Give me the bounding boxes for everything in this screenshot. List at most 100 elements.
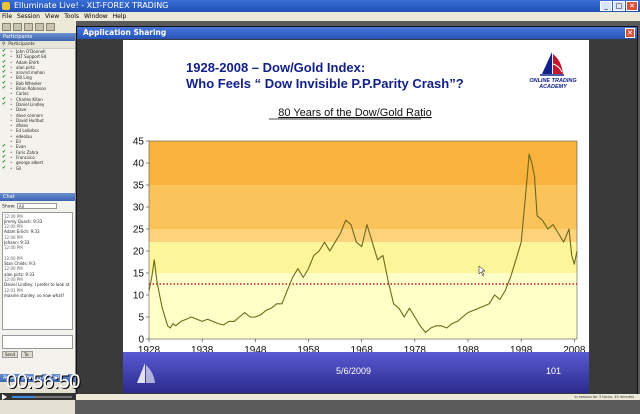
mic-column-icon: ⚲	[2, 42, 6, 47]
participant-row[interactable]: • Dave	[0, 107, 75, 112]
x-tick-label: 1978	[404, 345, 427, 352]
chat-show-select[interactable]: All	[16, 203, 57, 209]
x-tick-label: 1968	[351, 345, 374, 352]
participant-name: Eli	[16, 139, 21, 145]
participant-row[interactable]: ✔ • Evan	[0, 144, 75, 150]
send-button[interactable]: Send	[2, 351, 19, 358]
chart-band-3	[149, 242, 577, 273]
mic-icon: •	[10, 64, 13, 70]
participants-list[interactable]: ⚲ Participants ✔ • John O'Donnell ✔ • XLT Sup…	[0, 41, 75, 191]
slide-page-number: 101	[546, 366, 562, 376]
menu-window[interactable]: Window	[83, 13, 108, 20]
menu-session[interactable]: Session	[17, 13, 40, 20]
to-button[interactable]: To:	[21, 351, 33, 358]
participants-header[interactable]: Participants	[0, 33, 75, 41]
y-tick-label: 45	[133, 137, 145, 148]
checkmark-icon: ✔	[2, 153, 7, 160]
participant-row[interactable]: ✔ • Brian Robinson	[0, 85, 75, 91]
close-button[interactable]: ✕	[626, 1, 638, 11]
mic-icon: •	[10, 59, 13, 65]
new-icon[interactable]	[2, 23, 11, 31]
chart-band-0	[149, 141, 577, 185]
mic-icon: •	[10, 128, 13, 134]
window-titlebar: Elluminate Live! - XLT-FOREX TRADING _ □…	[0, 0, 640, 12]
participant-name: Adam Ehlrh	[16, 59, 40, 65]
menu-file[interactable]: File	[2, 13, 13, 20]
participant-row[interactable]: ✔ • arsvnd mohan	[0, 69, 75, 75]
participant-row[interactable]: ✔ • John O'Donnell	[0, 48, 75, 54]
chat-filter: Show: All	[0, 201, 75, 212]
playback-progress	[12, 396, 34, 398]
participant-row[interactable]: ✔ • george albert	[0, 159, 75, 166]
dow-gold-ratio-line	[148, 153, 578, 333]
participant-row[interactable]: ✔ • Francisco	[0, 153, 75, 160]
audio-header[interactable]: Audio - John O'Donnell	[0, 374, 75, 382]
checkmark-icon: ✔	[2, 63, 7, 70]
edit-icon[interactable]	[46, 23, 55, 31]
screen-icon[interactable]	[24, 23, 33, 31]
participant-row[interactable]: • dfoles	[0, 123, 75, 128]
checkmark-icon: ✔	[2, 100, 7, 107]
participant-row[interactable]: ✔ • Daniel Lindley	[0, 100, 75, 107]
participant-name: Faris Zahra	[16, 149, 39, 155]
participant-row[interactable]: ✔ • Gil	[0, 164, 75, 171]
menu-help[interactable]: Help	[112, 13, 127, 20]
y-tick-label: 35	[133, 181, 145, 192]
participant-name: george albert	[16, 160, 44, 166]
participant-row[interactable]: • Ed Leibrbss	[0, 128, 75, 133]
participant-row[interactable]: • David Hurlbut	[0, 118, 75, 123]
participant-row[interactable]: • Carlos	[0, 91, 75, 96]
logo-text: ONLINE TRADING ACADEMY	[528, 78, 578, 90]
chat-message: Johann: 9:33	[4, 239, 30, 245]
mic-icon: •	[10, 133, 13, 139]
chart-band-4	[149, 273, 577, 339]
participant-name: David Hurlbut	[16, 117, 44, 123]
participant-row[interactable]: ✔ • Bob Wheeler	[0, 80, 75, 86]
participant-name: Daniel Lindley	[16, 101, 45, 107]
chat-log[interactable]: 12:00 PM Jimmy Quach: 9:33 12:00 PM Adam Er…	[2, 211, 73, 330]
save-icon[interactable]	[13, 23, 22, 31]
participant-name: dfoles	[16, 123, 29, 129]
participant-name: Charles Kitan	[16, 96, 43, 102]
share-icon[interactable]	[35, 23, 44, 31]
slide-title-line1: 1928-2008 – Dow/Gold Index:	[186, 60, 366, 75]
menu-tools[interactable]: Tools	[64, 13, 79, 20]
window-title: Elluminate Live! - XLT-FOREX TRADING	[14, 1, 169, 10]
participant-row[interactable]: • edeolau	[0, 134, 75, 139]
participant-name: Carlos	[16, 91, 29, 97]
checkmark-icon: ✔	[2, 164, 7, 171]
playback-track[interactable]	[12, 396, 72, 398]
app-icon	[2, 2, 10, 10]
participants-column-label: Participants	[8, 42, 35, 47]
playback-bar[interactable]	[0, 393, 76, 400]
participant-row[interactable]: ✔ • XLT Support Ed	[0, 53, 75, 59]
playback-timer: 00:56:50	[6, 371, 80, 393]
minimize-button[interactable]: _	[600, 1, 612, 11]
slide-footer: 5/6/2009 101	[123, 352, 589, 393]
chat-timestamp: 12:00 PM	[4, 277, 23, 283]
chat-timestamp: 12:00 PM	[4, 213, 23, 219]
participants-rows: ✔ • John O'Donnell ✔ • XLT Support Ed ✔ • Adam E…	[0, 48, 75, 171]
checkmark-icon: ✔	[2, 48, 7, 54]
mic-icon: •	[10, 149, 13, 155]
play-icon[interactable]	[2, 394, 7, 400]
chart-band-2	[149, 229, 577, 243]
participant-row[interactable]: • Eli	[0, 139, 75, 144]
application-sharing-close-button[interactable]: ✕	[625, 28, 635, 38]
participant-row[interactable]: ✔ • Adam Ehlrh	[0, 59, 75, 65]
participant-row[interactable]: ✔ • Faris Zahra	[0, 149, 75, 155]
participant-row[interactable]: ✔ • Bill Ling	[0, 75, 75, 81]
application-sharing-window: Application Sharing ✕ 1928-2008 – Dow/Go…	[76, 26, 638, 396]
chat-header[interactable]: Chat	[0, 193, 75, 201]
chat-input[interactable]	[2, 335, 73, 349]
sidebar: Participants ⚲ Participants ✔ • John O'Don…	[0, 33, 76, 414]
participant-row[interactable]: ✔ • Charles Kitan	[0, 96, 75, 102]
participant-row[interactable]: • dave connors	[0, 113, 75, 118]
participant-name: Bill Ling	[16, 75, 32, 81]
trading-academy-logo: ONLINE TRADING ACADEMY	[528, 50, 578, 100]
maximize-button[interactable]: □	[613, 1, 625, 11]
y-tick-label: 15	[133, 269, 145, 280]
menu-view[interactable]: View	[44, 13, 60, 20]
participant-row[interactable]: ✔ • alan pirtz	[0, 63, 75, 70]
mic-icon: •	[10, 154, 13, 160]
